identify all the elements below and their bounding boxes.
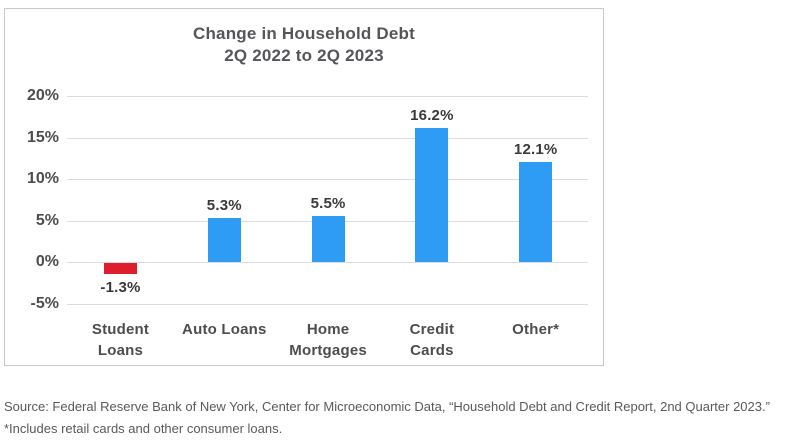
y-tick-label-5: 5%: [35, 211, 59, 229]
gridline-15: [67, 137, 588, 139]
bar-other: [519, 161, 553, 262]
bar-student-loans: [104, 263, 137, 274]
gridline-20: [67, 96, 588, 97]
plot-area: 20% 15% 10% 5% 0% -5% -1.3% Student Loans 5.3% Au…: [5, 9, 603, 365]
y-tick-label--5: -5%: [30, 294, 59, 312]
gridline--5: [67, 303, 588, 305]
bar-value-label-home-mortgages: 5.5%: [310, 195, 346, 213]
gridline-0: [67, 262, 588, 263]
category-label-other: Other*: [512, 321, 560, 338]
bar-value-label-other: 12.1%: [513, 140, 558, 158]
bar-auto-loans: [207, 218, 241, 262]
category-label-student-loans: Student Loans: [91, 321, 150, 359]
bar-value-label-credit-cards: 16.2%: [410, 106, 454, 124]
category-label-home-mortgages: Home Mortgages: [289, 321, 367, 359]
source-line-2: *Includes retail cards and other consume…: [4, 421, 283, 436]
gridline-10: [67, 179, 588, 180]
y-tick-label-10: 10%: [26, 170, 59, 187]
y-tick-label-15: 15%: [26, 128, 59, 146]
category-label-credit-cards: Credit Cards: [409, 321, 455, 359]
bar-value-label-student-loans: -1.3%: [100, 278, 141, 296]
source-line-1: Source: Federal Reserve Bank of New York…: [4, 399, 770, 414]
y-tick-label-0: 0%: [35, 253, 59, 270]
chart-figure: Change in Household Debt 2Q 2022 to 2Q 2…: [4, 8, 604, 366]
bar-value-label-auto-loans: 5.3%: [206, 197, 242, 214]
source-note: Source: Federal Reserve Bank of New York…: [4, 396, 800, 440]
bar-home-mortgages: [311, 216, 345, 262]
chart-title-block: Change in Household Debt 2Q 2022 to 2Q 2…: [5, 23, 603, 67]
y-tick-label-20: 20%: [26, 87, 59, 104]
bar-credit-cards: [415, 127, 449, 262]
category-label-auto-loans: Auto Loans: [182, 321, 267, 338]
chart-subtitle: 2Q 2022 to 2Q 2023: [224, 46, 384, 65]
chart-title: Change in Household Debt: [192, 24, 416, 43]
